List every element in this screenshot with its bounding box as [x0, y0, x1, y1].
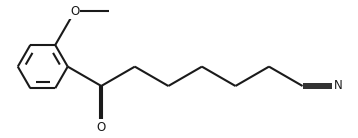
Text: N: N	[334, 79, 343, 92]
Text: O: O	[70, 5, 79, 18]
Text: O: O	[97, 121, 106, 134]
